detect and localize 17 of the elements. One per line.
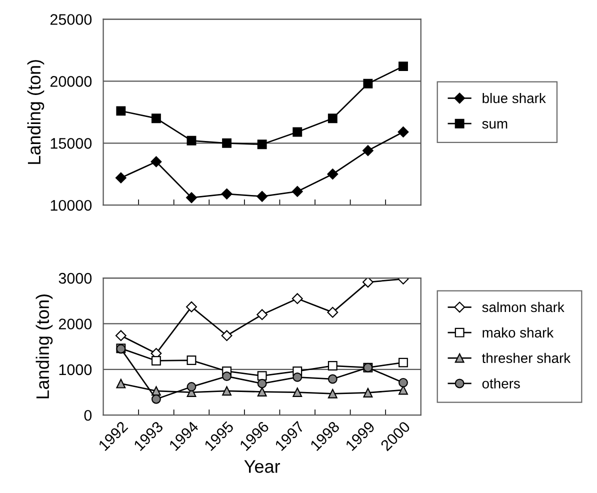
y-tick-label: 3000 [58,272,92,284]
y-tick-label: 10000 [50,200,92,211]
y-tick-label: 25000 [50,14,92,25]
y-tick-label: 2000 [58,318,92,330]
legend-label: blue shark [482,92,546,104]
legend-label: sum [482,121,508,129]
y-tick-label: 15000 [50,138,92,149]
legend-label: thresher shark [482,352,571,364]
y-tick-label: 1000 [59,364,92,376]
y-tick-label: 0 [84,410,92,421]
x-axis-title: Year [244,460,280,473]
y-tick-label: 20000 [50,76,92,87]
legend-label: mako shark [482,327,554,338]
y-axis-title: Landing (ton) [27,60,44,164]
legend-label: others [482,378,520,388]
legend-label: salmon shark [482,302,564,312]
y-axis-title: Landing (ton) [36,294,53,398]
